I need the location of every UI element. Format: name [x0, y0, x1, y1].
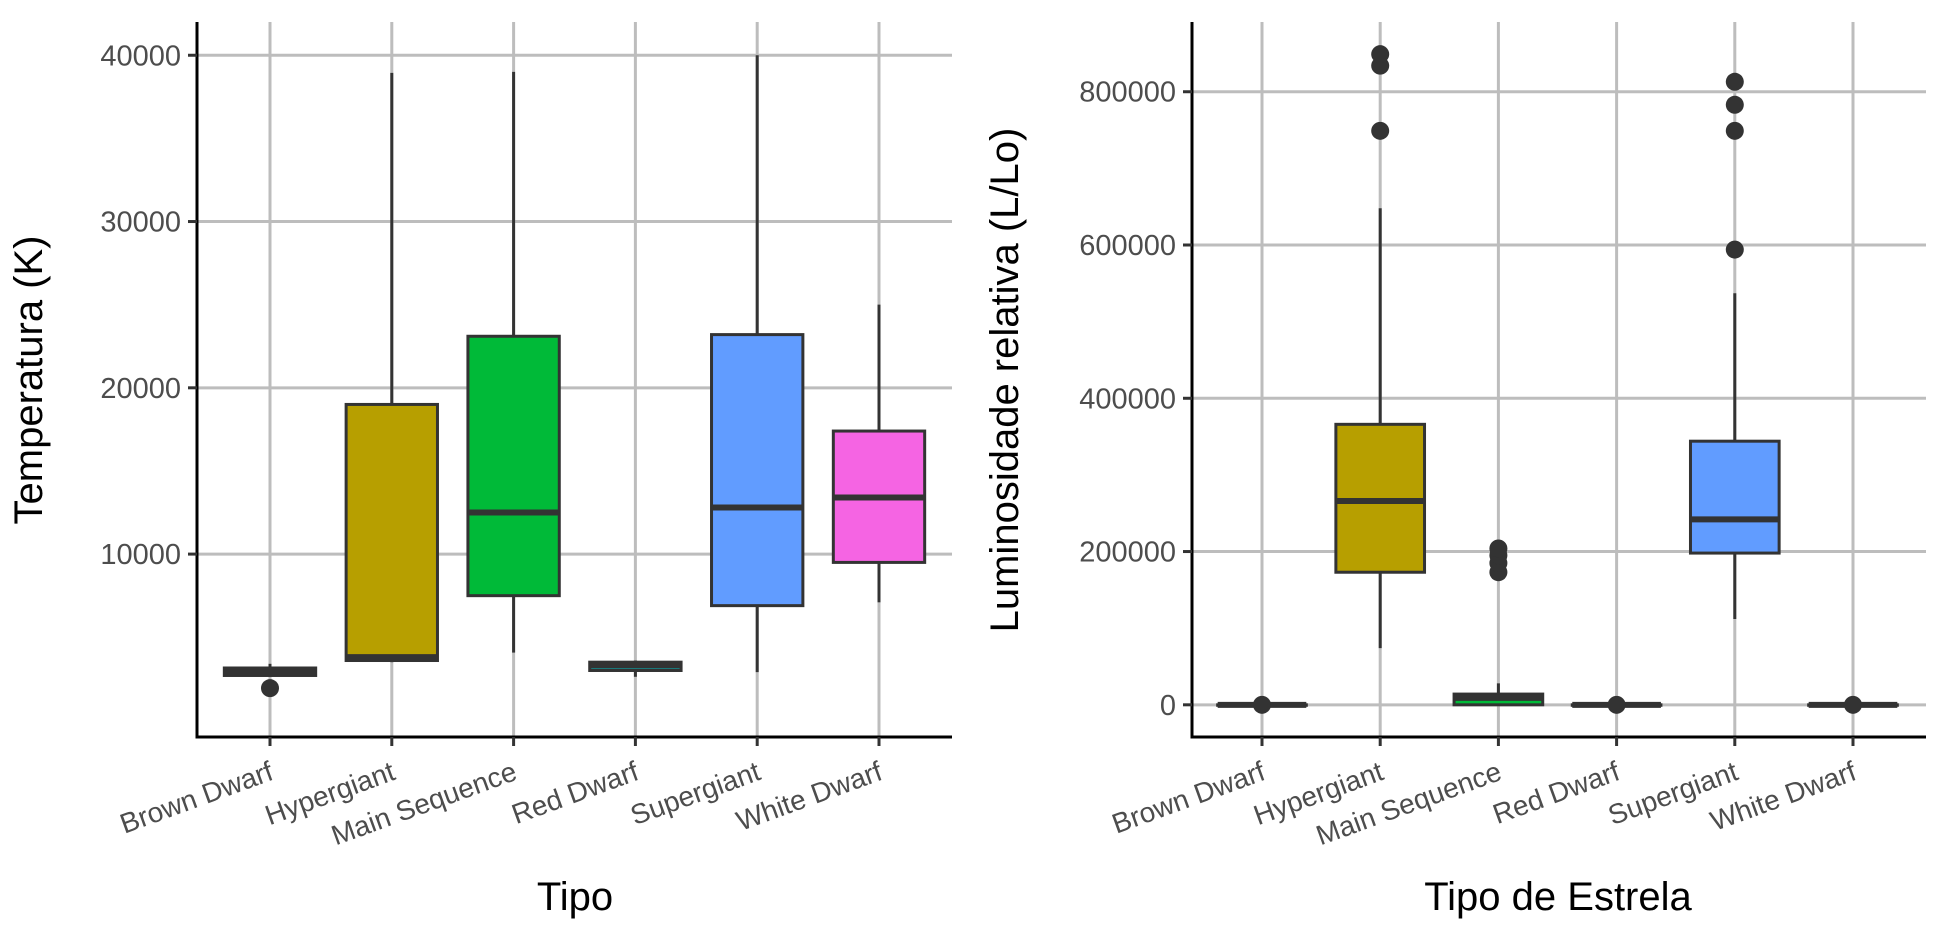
panel-1-box-group-5 [831, 304, 927, 603]
panel-1-box-group-1 [344, 72, 439, 663]
panel-2-outlier-4-0 [1725, 240, 1744, 259]
panel-1-box-2 [466, 334, 561, 598]
panel-2-outlier-5-0 [1844, 695, 1862, 714]
panel-2-outlier-2-3 [1489, 539, 1508, 558]
panel-2-box-group-3 [1570, 695, 1663, 714]
panel-1-category-label-0: Brown Dwarf [116, 755, 277, 839]
panel-2-outlier-4-1 [1725, 121, 1744, 140]
panel-1-category-label-3: Red Dwarf [508, 755, 643, 829]
panel-2-x-axis-title: Tipo de Estrela [1424, 875, 1692, 919]
panel-2-box-4 [1688, 439, 1781, 555]
panel-2-ytick-label-0: 0 [1160, 690, 1176, 722]
panel-1-box-1 [344, 402, 439, 663]
panel-2-box-group-1 [1334, 45, 1427, 649]
panel-2-ytick-label-600000: 600000 [1079, 230, 1176, 262]
panel-2-ytick-label-400000: 400000 [1079, 383, 1176, 415]
panel-2-box-group-2 [1452, 539, 1545, 707]
panel-2-ytick-label-200000: 200000 [1079, 537, 1176, 569]
panel-2-box-group-4 [1688, 72, 1781, 619]
panel-1-ytick-label-20000: 20000 [100, 373, 181, 405]
panel-1-box-4 [710, 333, 805, 608]
panel-2-outlier-3-0 [1607, 695, 1626, 714]
panel-1-box-group-2 [466, 71, 561, 653]
panel-2-outlier-4-2 [1725, 95, 1744, 114]
panel-1-box-group-0 [222, 663, 318, 698]
panel-2-y-axis-title: Luminosidade relativa (L/Lo) [983, 128, 1027, 633]
panel-1-ytick-label-40000: 40000 [100, 40, 181, 72]
panel-1-outlier-0-0 [261, 679, 279, 698]
panel-2-category-label-0: Brown Dwarf [1108, 755, 1269, 839]
panel-1-ytick-label-10000: 10000 [100, 539, 181, 571]
panel-2-ytick-label-800000: 800000 [1079, 77, 1176, 109]
panel-1-box-group-3 [588, 660, 683, 677]
panel-1-y-axis-title: Temperatura (K) [7, 236, 51, 525]
panel-1-ytick-label-30000: 30000 [100, 207, 181, 239]
panel-2-box-group-0 [1216, 695, 1308, 714]
panel-1-x-axis-title: Tipo [537, 875, 613, 919]
panel-2-box-group-5 [1807, 695, 1899, 714]
panel-2-outlier-1-0 [1371, 121, 1390, 140]
panel-1-box-group-4 [710, 55, 805, 673]
panel-2-outlier-1-2 [1371, 45, 1390, 64]
panel-2-outlier-0-0 [1253, 695, 1271, 714]
panel-2-outlier-4-3 [1725, 72, 1744, 91]
panel-2-category-label-3: Red Dwarf [1489, 755, 1624, 829]
